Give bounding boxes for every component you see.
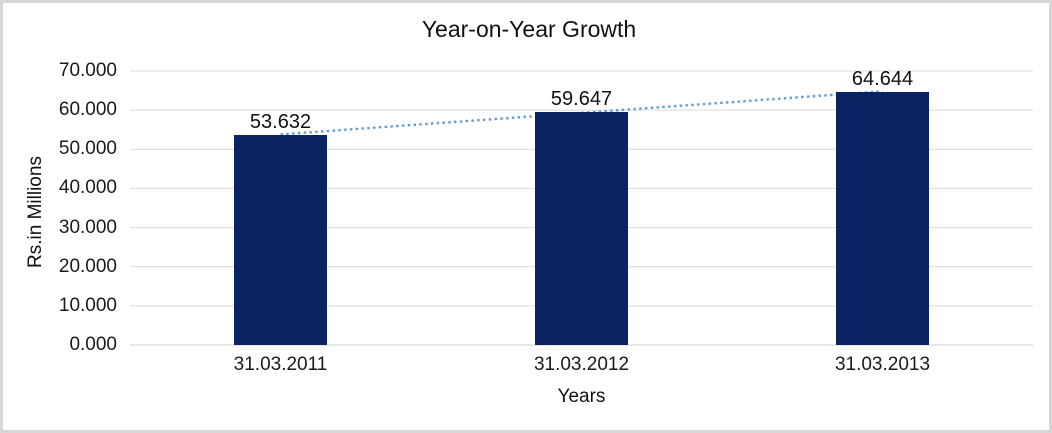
y-tick-label: 30.000: [58, 216, 117, 238]
data-label: 64.644: [851, 67, 914, 90]
y-tick-label: 60.000: [58, 99, 117, 121]
y-tick-label: 40.000: [58, 177, 117, 199]
y-tick-label: 10.000: [58, 294, 117, 316]
y-tick-label: 0.000: [69, 334, 117, 355]
y-tick-label: 50.000: [58, 138, 117, 160]
data-label: 53.632: [249, 111, 312, 134]
y-tick-label: 20.000: [58, 255, 117, 277]
data-label: 59.647: [550, 87, 613, 110]
x-axis-title: Years: [557, 386, 606, 407]
x-tick-label: 31.03.2011: [233, 354, 328, 375]
bar-31.03.2013: [836, 91, 929, 345]
plot-area: [130, 70, 1033, 346]
y-tick-label: 70.000: [58, 60, 117, 81]
bar-31.03.2011: [234, 135, 327, 345]
chart-title: Year-on-Year Growth: [421, 16, 637, 42]
x-tick-label: 31.03.2012: [533, 354, 630, 375]
x-tick-label: 31.03.2013: [834, 354, 931, 375]
bar-31.03.2012: [535, 111, 628, 345]
